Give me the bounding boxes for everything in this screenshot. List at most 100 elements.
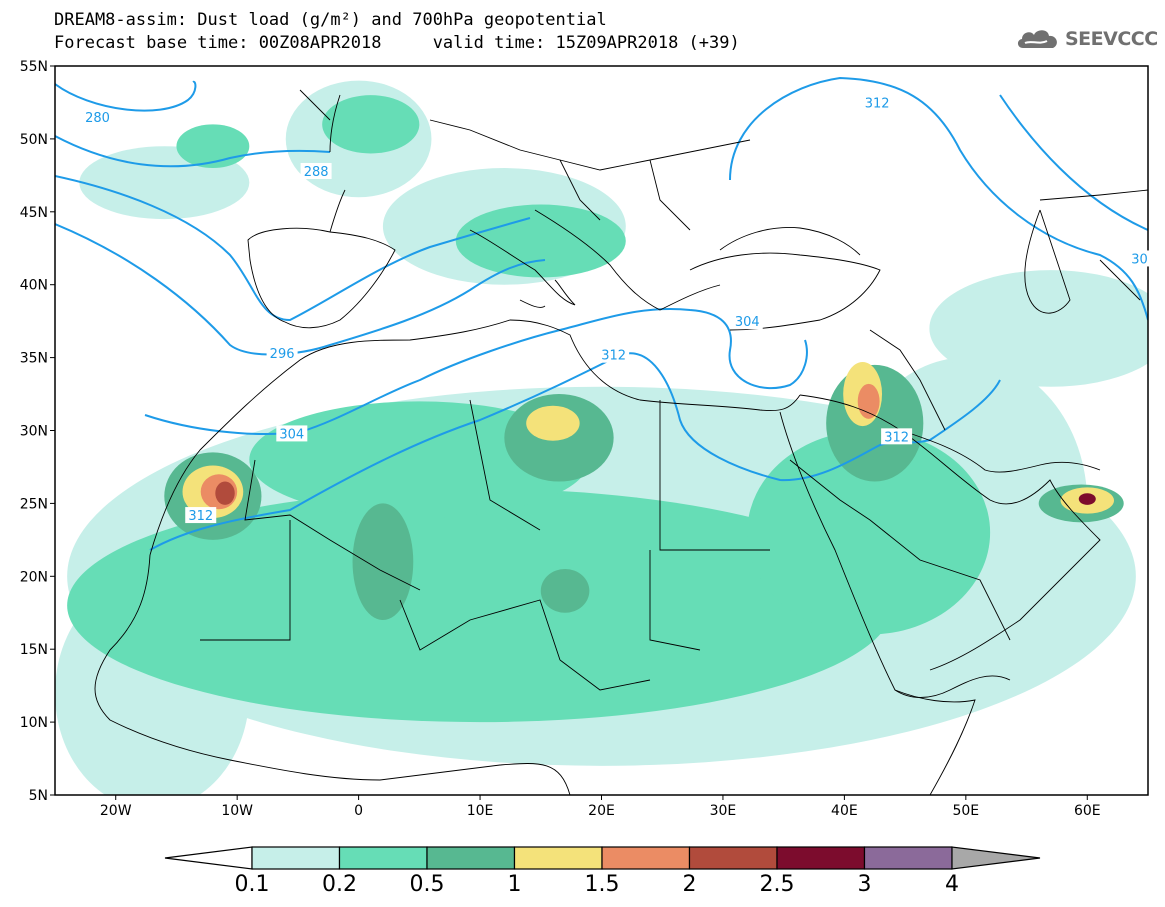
contour-line-280 — [55, 135, 331, 168]
border-europe — [429, 119, 751, 231]
colorbar-level-label: 0.5 — [409, 872, 445, 897]
contour-label-bg — [185, 507, 217, 524]
lon-tick-label: 10E — [467, 803, 494, 819]
lat-tick-label: 10N — [20, 715, 48, 731]
colorbar-swatch — [338, 846, 428, 870]
contour-label-bg — [731, 313, 763, 330]
coastline-red-sea — [779, 411, 1011, 698]
border-saudi — [789, 459, 1011, 641]
contour-label-bg — [881, 428, 913, 445]
colorbar-swatch — [863, 846, 953, 870]
border-algeria-libya — [469, 399, 541, 531]
lon-tick-label: 10W — [221, 803, 253, 819]
lat-tick-label: 25N — [20, 496, 48, 512]
coastline-black-sea — [719, 227, 861, 256]
dust-load-shading — [55, 80, 1148, 795]
colorbar-swatch — [513, 846, 603, 870]
contour-label-bg — [276, 425, 308, 442]
dust-area-9 — [249, 401, 590, 518]
contour-label: 296 — [270, 347, 295, 362]
contour-labels: 280 288 296 304 312 312 304 312 312 30 — [82, 94, 1151, 524]
dust-area-10 — [747, 430, 991, 635]
contour-label: 304 — [735, 315, 760, 330]
colorbar-level-label: 0.1 — [234, 872, 270, 897]
colorbar-level-label: 1 — [507, 872, 522, 897]
lat-tick-label: 40N — [20, 278, 48, 294]
lon-tick-label: 0 — [354, 803, 363, 819]
coastline-caspian — [1024, 209, 1071, 314]
colorbar-level-label: 3 — [857, 872, 872, 897]
coastline-iberia — [247, 227, 396, 329]
lon-tick-label: 20W — [100, 803, 132, 819]
dust-area-24 — [857, 383, 880, 419]
contour-label-bg — [266, 345, 298, 362]
colorbar-swatch — [688, 846, 778, 870]
coastline-turkey — [689, 252, 881, 331]
lat-tick-label: 5N — [29, 788, 48, 804]
lon-tick-label: 30E — [710, 803, 737, 819]
forecast-times: Forecast base time: 00Z08APR2018 valid t… — [54, 33, 740, 53]
lon-tick-label: 60E — [1074, 803, 1101, 819]
seevccc-logo: SEEVCCC — [1015, 26, 1158, 52]
lat-tick-label: 55N — [20, 59, 48, 75]
colorbar-swatch — [251, 846, 341, 870]
contour-label-bg — [598, 346, 630, 363]
contour-label: 288 — [304, 165, 329, 180]
lat-tick-label: 20N — [20, 569, 48, 585]
border-egypt-sudan — [649, 549, 701, 651]
border-sahel — [200, 520, 651, 691]
contour-line-288 — [55, 175, 531, 322]
contour-label-bg — [861, 94, 893, 111]
dust-area-12 — [322, 95, 420, 154]
map-title: DREAM8-assim: Dust load (g/m²) and 700hP… — [54, 10, 607, 30]
contour-label: 312 — [601, 349, 626, 364]
cloud-logo-icon — [1017, 30, 1057, 48]
dust-area-18 — [540, 569, 590, 613]
coastline-persian-gulf — [899, 429, 1101, 473]
lon-tick-label: 50E — [952, 803, 979, 819]
contour-label: 312 — [865, 96, 890, 111]
coastline-italy — [469, 229, 576, 308]
lat-tick-label: 30N — [20, 424, 48, 440]
dust-area-26 — [1078, 493, 1096, 505]
contour-label-bg — [82, 109, 114, 126]
contour-line-312-north — [729, 76, 1148, 321]
geopotential-contours — [55, 76, 1148, 551]
dust-area-6 — [929, 270, 1148, 387]
dust-area-11 — [455, 204, 626, 278]
lat-tick-label: 15N — [20, 642, 48, 658]
lat-axis: 55N 50N 45N 40N 35N 30N 25N 20N 15N 10N 5N — [20, 59, 55, 804]
coastline-balkans — [534, 209, 721, 311]
contour-label-bg — [1128, 250, 1151, 267]
contour-label: 280 — [85, 111, 110, 126]
border-central-asia — [1039, 189, 1148, 301]
colorbar-swatch — [601, 846, 691, 870]
coastline-france-uk — [299, 89, 346, 233]
colorbar-over-arrow — [951, 846, 1041, 870]
colorbar-level-label: 4 — [945, 872, 959, 897]
border-morocco-algeria — [244, 459, 421, 591]
country-borders — [94, 89, 1148, 795]
lat-tick-label: 35N — [20, 351, 48, 367]
contour-label-bg — [300, 162, 332, 179]
logo-text: SEEVCCC — [1065, 28, 1158, 50]
lon-tick-label: 40E — [831, 803, 858, 819]
colorbar-level-label: 0.2 — [322, 872, 357, 897]
colorbar-swatch — [426, 846, 516, 870]
contour-line-280-loop — [55, 80, 197, 112]
colorbar-under-arrow — [164, 846, 253, 870]
contour-label: 30 — [1131, 252, 1148, 267]
dust-area-14 — [352, 503, 414, 621]
colorbar-level-label: 2 — [682, 872, 697, 897]
coastline-north-africa — [149, 319, 801, 556]
coastline-east-africa — [894, 689, 976, 795]
contour-line-north-east — [999, 94, 1148, 231]
contour-label: 312 — [884, 430, 909, 445]
contour-line-296 — [55, 223, 546, 356]
dust-area-19 — [526, 405, 580, 441]
border-iraq-iran — [869, 329, 946, 431]
coastline-west-africa — [94, 554, 571, 795]
contour-label: 312 — [188, 509, 213, 524]
lon-axis: 20W 10W 0 10E 20E 30E 40E 50E 60E — [100, 795, 1101, 819]
